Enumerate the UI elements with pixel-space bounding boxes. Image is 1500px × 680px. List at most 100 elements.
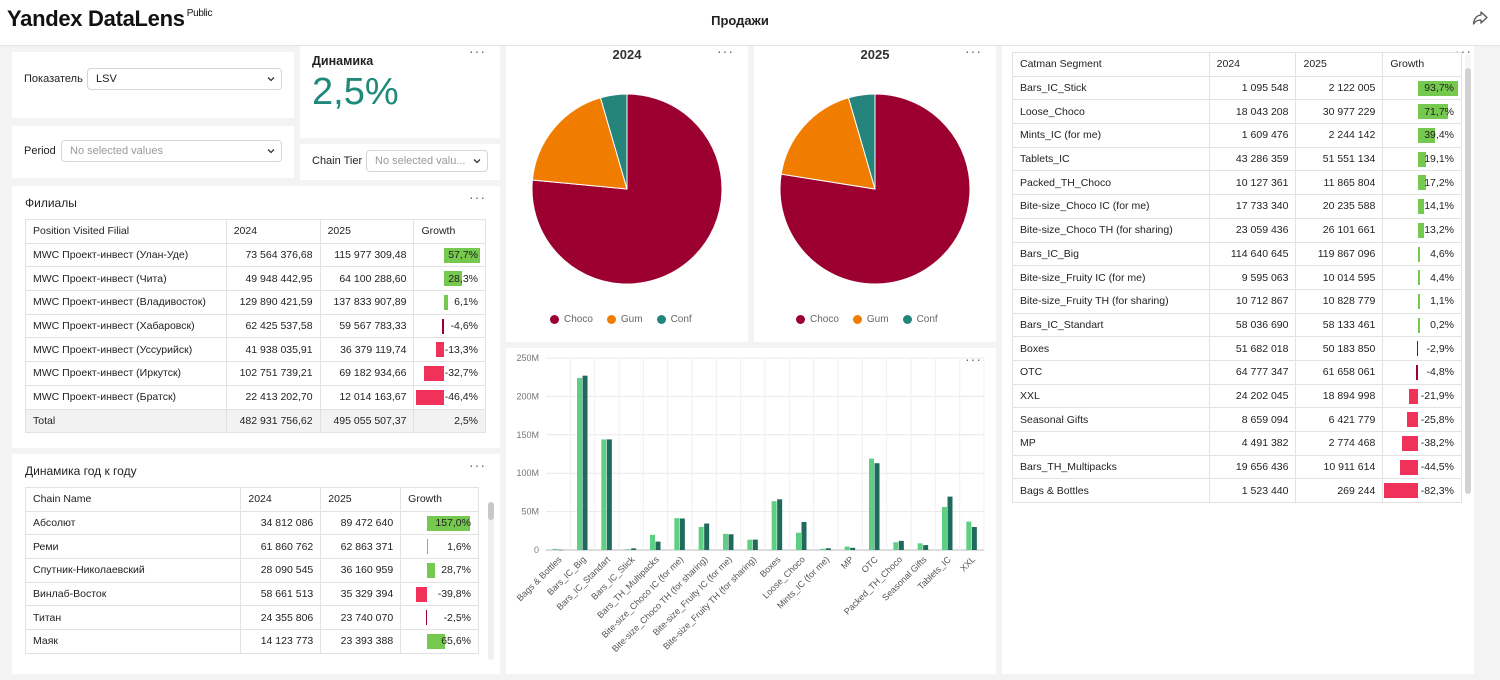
table-row[interactable]: Bags & Bottles 1 523 440 269 244 -82,3% [1012,478,1462,504]
table-scrollbar[interactable] [488,502,494,660]
column-header[interactable]: 2024 [240,487,322,512]
bar-2024[interactable] [893,542,899,550]
bar-2025[interactable] [874,463,880,550]
table-row[interactable]: Bite-size_Choco TH (for sharing) 23 059 4… [1012,217,1462,243]
table-row[interactable]: МWC Проект-инвест (Иркутск) 102 751 739,2… [25,361,486,386]
legend-item[interactable]: Gum [606,314,643,325]
column-header[interactable]: 2025 [319,219,415,244]
legend-item[interactable]: Gum [852,314,889,325]
bar-2024[interactable] [723,533,728,550]
bar-2025[interactable] [582,375,588,550]
pie-slice-conf[interactable] [599,93,628,190]
bar-2024[interactable] [577,377,582,550]
table-row[interactable]: Винлаб-Восток 58 661 513 35 329 394 -39,8% [24,581,479,607]
table-row[interactable]: Tablets_IC 43 286 359 51 551 134 19,1% [1012,146,1462,172]
table-row[interactable]: Loose_Choco 18 043 208 30 977 229 71,7% [1012,99,1462,125]
table-row[interactable]: Маяк 14 123 773 23 393 388 65,6% [24,629,479,654]
table-row[interactable]: Mints_IC (for me) 1 609 476 2 244 142 39,4% [1012,123,1462,148]
bar-2024[interactable] [917,543,923,550]
table-row[interactable]: МWC Проект-инвест (Владивосток) 129 890 4… [25,290,486,315]
bar-2024[interactable] [650,534,655,550]
table-row[interactable]: Packed_TH_Choco 10 127 361 11 865 804 17,2% [1012,170,1462,196]
table-row[interactable]: Bars_IC_Stick 1 095 548 2 122 005 93,7% [1012,75,1462,101]
bar-2024[interactable] [869,458,874,550]
legend-item[interactable]: Conf [902,314,938,325]
table-row[interactable]: Seasonal Gifts 8 659 094 6 421 779 -25,8% [1012,407,1462,432]
share-icon[interactable] [1472,10,1488,26]
bar-2024[interactable] [966,521,972,550]
bar-2025[interactable] [898,540,904,550]
bar-2024[interactable] [942,506,947,550]
table-row[interactable]: МWC Проект-инвест (Уссурийск) 41 938 035,… [25,337,486,363]
more-menu-icon[interactable]: ··· [717,43,734,59]
bar-2025[interactable] [947,496,953,550]
table-row[interactable]: Спутник-Николаевский 28 090 545 36 160 959… [24,558,479,583]
indicator-select[interactable]: LSV [87,68,282,90]
bar-2024[interactable] [796,532,801,550]
more-menu-icon[interactable]: ··· [965,351,982,367]
column-header[interactable]: Position Visited Filial [25,219,227,244]
column-header[interactable]: Growth [413,219,486,244]
table-row[interactable]: МWC Проект-инвест (Чита) 49 948 442,95 64 … [25,266,486,292]
table-row[interactable]: Boxes 51 682 018 50 183 850 -2,9% [1012,336,1462,361]
table-row[interactable]: XXL 24 202 045 18 894 998 -21,9% [1012,383,1462,409]
legend-item[interactable]: Choco [796,314,839,325]
bar-2025[interactable] [801,521,807,550]
column-header[interactable]: Chain Name [24,487,242,512]
column-header[interactable]: Growth [1382,52,1462,77]
table-row[interactable]: Абсолют 34 812 086 89 472 640 157,0% [24,510,479,536]
bar-2025[interactable] [825,548,831,550]
bar-2024[interactable] [820,548,826,550]
bar-2024[interactable] [844,546,850,550]
bar-2025[interactable] [850,547,856,550]
table-row[interactable]: МWC Проект-инвест (Улан-Уде) 73 564 376,6… [25,242,486,268]
bar-2024[interactable] [698,526,704,550]
legend-item[interactable]: Conf [656,314,692,325]
pie-slice-gum[interactable] [780,97,876,190]
more-menu-icon[interactable]: ··· [965,43,982,59]
column-header[interactable]: 2024 [1208,52,1297,77]
table-row[interactable]: Bite-size_Fruity IC (for me) 9 595 063 10 … [1012,265,1462,290]
pie-slice-choco[interactable] [779,93,971,285]
bar-2025[interactable] [777,499,783,550]
bar-2025[interactable] [971,526,977,550]
table-row[interactable]: Bite-size_Choco IC (for me) 17 733 340 20 … [1012,194,1462,219]
bar-2025[interactable] [728,534,734,550]
pie-slice-choco[interactable] [531,93,723,285]
table-scrollbar[interactable] [1465,54,1471,494]
table-row[interactable]: MP 4 491 382 2 774 468 -38,2% [1012,431,1462,456]
bar-2024[interactable] [552,548,558,550]
scrollbar-thumb[interactable] [1465,68,1471,494]
chain-tier-select[interactable]: No selected valu... [366,150,488,172]
bar-2025[interactable] [704,523,710,550]
table-row[interactable]: Bars_IC_Big 114 640 645 119 867 096 4,6% [1012,241,1462,267]
bar-2025[interactable] [631,548,637,550]
table-row[interactable]: Bars_TH_Multipacks 19 656 436 10 911 614 -4… [1012,454,1462,480]
bar-2025[interactable] [923,545,929,550]
column-header[interactable]: 2025 [1295,52,1384,77]
table-row[interactable]: Bars_IC_Standart 58 036 690 58 133 461 0,2% [1012,312,1462,338]
bar-2024[interactable] [771,501,777,550]
bar-2024[interactable] [601,439,607,550]
brand-logo[interactable]: Yandex DataLens Public [7,6,212,32]
scrollbar-thumb[interactable] [488,502,494,520]
more-menu-icon[interactable]: ··· [469,457,486,473]
period-select[interactable]: No selected values [61,140,282,162]
pie-slice-gum[interactable] [531,97,628,190]
pie-slice-conf[interactable] [847,93,876,190]
table-row[interactable]: МWC Проект-инвест (Хабаровск) 62 425 537,… [25,313,486,339]
table-row[interactable]: Реми 61 860 762 62 863 371 1,6% [24,534,479,560]
table-row[interactable]: OTC 64 777 347 61 658 061 -4,8% [1012,359,1462,385]
bar-2024[interactable] [747,539,753,550]
more-menu-icon[interactable]: ··· [469,189,486,205]
bar-2025[interactable] [655,541,661,550]
bar-2025[interactable] [558,549,564,551]
column-header[interactable]: 2024 [225,219,321,244]
table-row[interactable]: МWC Проект-инвест (Братск) 22 413 202,70 1… [25,384,486,410]
bar-2024[interactable] [625,549,631,550]
bar-2025[interactable] [606,439,612,550]
bar-2025[interactable] [679,518,685,550]
bar-2024[interactable] [674,518,680,550]
column-header[interactable]: 2025 [320,487,402,512]
table-row[interactable]: Bite-size_Fruity TH (for sharing) 10 712 … [1012,288,1462,314]
